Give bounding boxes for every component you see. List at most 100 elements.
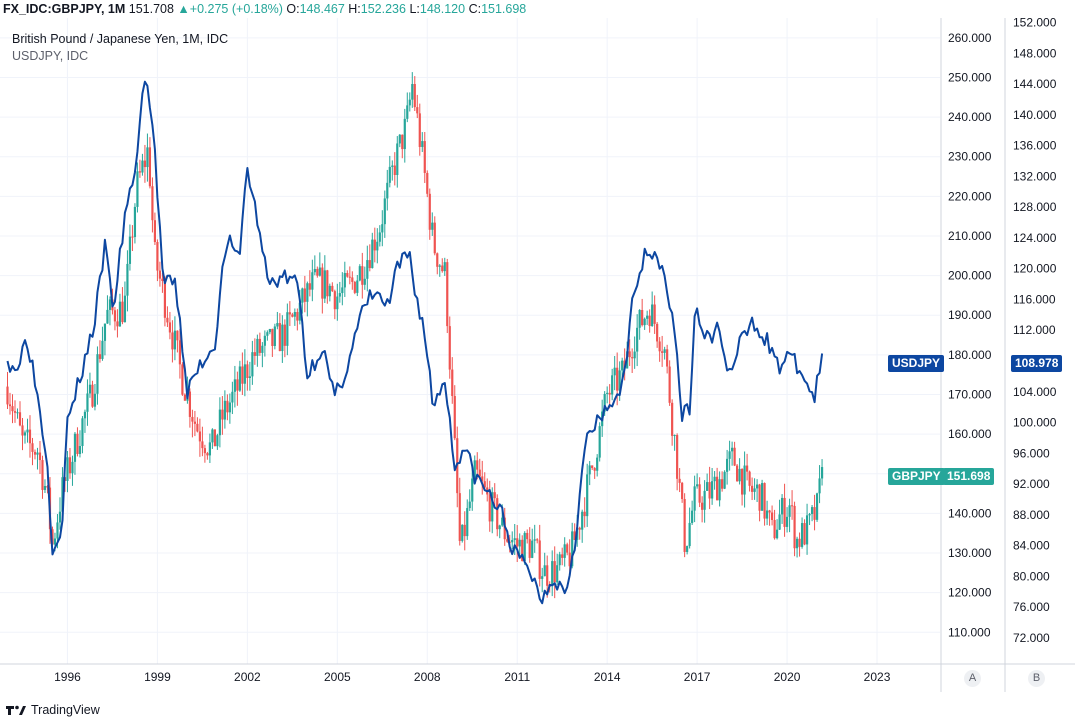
candle-body [798, 538, 801, 547]
candle-body [726, 458, 729, 472]
candle-body [388, 166, 391, 183]
candle-body [416, 107, 419, 114]
candle-body [718, 479, 721, 501]
main-series-legend[interactable]: British Pound / Japanese Yen, 1M, IDC [12, 32, 229, 46]
candle-body [28, 429, 32, 444]
candle-body [263, 335, 266, 346]
candle-body [261, 345, 264, 353]
usdjpy-axis-tick: 84.000 [1013, 539, 1050, 553]
candle-body [141, 160, 144, 173]
candle-body [98, 354, 102, 359]
candle-body [356, 280, 359, 293]
candle-body [203, 448, 206, 454]
candle-body [506, 539, 509, 542]
usdjpy-price-axis[interactable]: 72.000 76.000 80.000 84.000 88.000 92.000 96.0… [1013, 16, 1057, 645]
candle-body [301, 288, 304, 303]
candle-body [71, 461, 74, 474]
candle-body [251, 352, 254, 377]
symbol-name[interactable]: FX_IDC:GBPJPY, 1M [3, 2, 126, 16]
candle-body [268, 328, 271, 333]
candle-body [748, 471, 751, 486]
usdjpy-axis-tick: 88.000 [1013, 508, 1050, 522]
candle-body [108, 299, 112, 310]
candle-body [533, 539, 536, 541]
candle-body [306, 283, 309, 302]
candle-body [743, 465, 746, 495]
candle-body [333, 291, 336, 310]
gbpjpy-axis-tick: 160.000 [948, 427, 992, 441]
candle-body [23, 432, 27, 436]
candle-body [223, 400, 226, 420]
candle-body [423, 141, 426, 173]
candle-body [313, 268, 316, 273]
candle-body [148, 147, 152, 187]
candle-body [93, 393, 97, 407]
candle-body [8, 404, 12, 407]
candle-body [563, 544, 566, 558]
time-axis[interactable]: 1996 1999 2002 2005 2008 2011 2014 2017 2020 2023 [54, 670, 891, 684]
candle-body [106, 309, 109, 324]
candle-body [403, 118, 406, 150]
candle-body [193, 421, 196, 424]
candle-body [558, 554, 561, 566]
time-axis-tick: 2008 [414, 670, 441, 684]
candle-body [631, 357, 634, 359]
candle-body [588, 465, 591, 475]
candle-body [76, 433, 79, 454]
overlay-series-legend[interactable]: USDJPY, IDC [12, 49, 89, 63]
candle-body [755, 484, 759, 489]
candle-body [363, 278, 366, 285]
candle-body [13, 411, 17, 413]
candle-body [433, 222, 436, 254]
usdjpy-axis-tick: 152.000 [1013, 16, 1057, 30]
candle-body [611, 375, 614, 395]
scale-b-button[interactable]: B [1028, 670, 1045, 687]
candle-body [738, 468, 741, 482]
candle-body [393, 165, 396, 176]
candle-body [236, 379, 239, 391]
candle-body [691, 510, 694, 523]
candle-body [683, 499, 686, 552]
gbpjpy-axis-tick: 140.000 [948, 506, 992, 520]
candle-body [378, 232, 381, 242]
candle-body [396, 143, 399, 176]
candle-body [243, 364, 246, 384]
candle-body [803, 523, 806, 545]
candle-body [736, 465, 739, 482]
candle-body [518, 539, 521, 547]
candle-body [668, 366, 671, 403]
candle-body [51, 529, 54, 545]
tradingview-brand[interactable]: TradingView [5, 703, 100, 717]
candle-body [678, 478, 681, 483]
candle-body [688, 522, 691, 547]
candle-body [621, 360, 624, 371]
usdjpy-axis-tick: 148.000 [1013, 46, 1057, 60]
gbpjpy-axis-tick: 230.000 [948, 150, 992, 164]
candle-body [43, 486, 47, 490]
candle-body [83, 411, 87, 419]
candle-body [116, 321, 119, 327]
candle-body [311, 272, 314, 290]
candle-body [118, 301, 122, 327]
candle-body [638, 309, 641, 328]
candle-body [636, 327, 639, 352]
gbpjpy-price-axis[interactable]: 110.000120.000130.000140.000150.000160.0… [948, 31, 992, 639]
candle-body [763, 483, 766, 519]
candle-body [303, 288, 306, 302]
gbpjpy-axis-tick: 210.000 [948, 229, 992, 243]
candle-body [653, 304, 656, 324]
candle-body [573, 531, 576, 540]
candle-body [158, 270, 162, 279]
candle-body [21, 425, 24, 436]
candle-body [703, 490, 706, 510]
candle-body [413, 84, 416, 108]
candle-body [408, 99, 411, 106]
scale-a-button[interactable]: A [964, 670, 981, 687]
candle-body [800, 523, 804, 547]
candle-body [693, 486, 696, 511]
candle-body [221, 409, 224, 420]
candle-body [351, 277, 354, 282]
usdjpy-axis-tick: 72.000 [1013, 631, 1050, 645]
candle-body [96, 354, 99, 394]
